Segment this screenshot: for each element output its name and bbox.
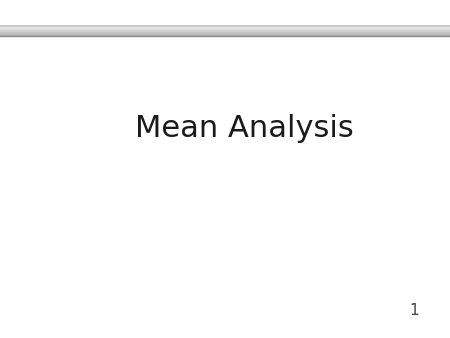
Text: Mean Analysis: Mean Analysis [135, 114, 354, 143]
Text: 1: 1 [409, 304, 419, 318]
